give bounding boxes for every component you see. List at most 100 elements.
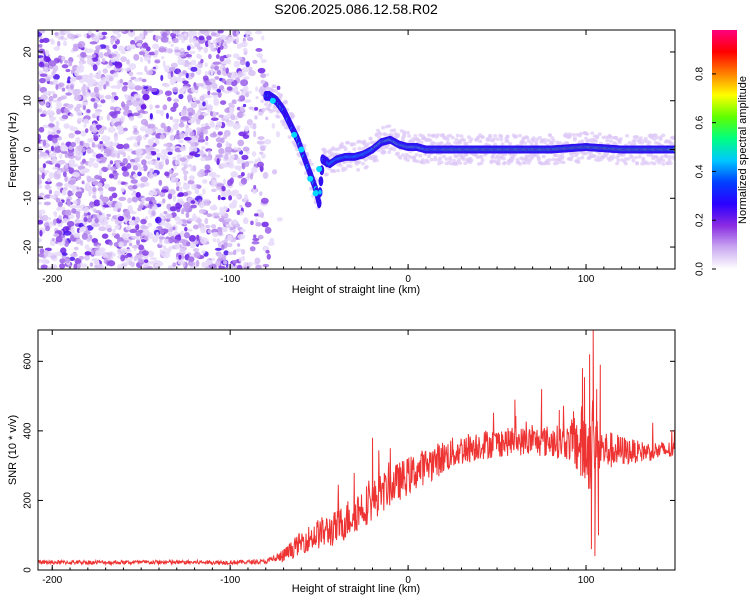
heatmap-cell bbox=[52, 73, 60, 80]
heatmap-cell bbox=[100, 214, 106, 220]
heatmap-cell bbox=[239, 58, 246, 66]
heatmap-cell bbox=[218, 147, 225, 155]
heatmap-cell bbox=[230, 201, 237, 209]
heatmap-cell bbox=[205, 156, 212, 161]
heatmap-cell bbox=[395, 132, 400, 137]
heatmap-cell bbox=[161, 149, 169, 155]
heatmap-cell bbox=[209, 205, 218, 211]
heatmap-cell bbox=[387, 124, 392, 128]
heatmap-cell bbox=[170, 62, 178, 69]
heatmap-cell bbox=[352, 142, 357, 146]
heatmap-cell bbox=[91, 142, 96, 148]
heatmap-cell bbox=[99, 190, 104, 195]
heatmap-cell bbox=[250, 220, 254, 226]
heatmap-cell bbox=[647, 140, 652, 145]
heatmap-cell bbox=[55, 197, 61, 203]
heatmap-cell bbox=[168, 66, 176, 72]
heatmap-cell bbox=[131, 245, 139, 249]
heatmap-cell bbox=[184, 160, 188, 165]
heatmap-cell bbox=[127, 155, 131, 161]
heatmap-cell bbox=[338, 163, 343, 167]
heatmap-cell bbox=[572, 138, 577, 142]
heatmap-cell bbox=[271, 169, 278, 175]
heatmap-cell bbox=[214, 247, 223, 251]
heatmap-cell bbox=[162, 60, 166, 68]
heatmap-cell bbox=[77, 117, 84, 121]
heatmap-cell bbox=[232, 260, 238, 264]
heatmap-cell bbox=[98, 175, 102, 180]
heatmap-cell bbox=[189, 131, 195, 137]
heatmap-cell bbox=[122, 171, 130, 177]
heatmap-cell bbox=[102, 266, 106, 269]
heatmap-cell bbox=[38, 167, 44, 171]
heatmap-cell bbox=[56, 98, 62, 102]
heatmap-cell bbox=[77, 145, 83, 150]
heatmap-cell bbox=[352, 147, 357, 151]
heatmap-cell bbox=[233, 85, 238, 93]
heatmap-cell bbox=[67, 264, 72, 268]
heatmap-cell bbox=[131, 196, 139, 203]
heatmap-cell bbox=[200, 237, 208, 245]
heatmap-cell bbox=[242, 146, 250, 152]
heatmap-cell bbox=[90, 249, 95, 255]
heatmap-cell bbox=[128, 116, 135, 121]
heatmap-cell bbox=[94, 93, 100, 98]
heatmap-cell bbox=[291, 114, 296, 118]
heatmap-cell bbox=[101, 58, 106, 63]
heatmap-cell bbox=[137, 229, 144, 234]
heatmap-cell bbox=[296, 128, 301, 132]
heatmap-cell bbox=[99, 141, 103, 145]
heatmap-cell bbox=[40, 152, 47, 157]
heatmap-cell bbox=[168, 236, 174, 244]
heatmap-cell bbox=[210, 47, 217, 52]
heatmap-cell bbox=[652, 161, 657, 166]
heatmap-cell bbox=[127, 205, 133, 212]
heatmap-cell bbox=[175, 119, 179, 127]
heatmap-cell bbox=[180, 116, 189, 121]
heatmap-cell bbox=[241, 255, 246, 262]
heatmap-cell bbox=[142, 164, 148, 172]
heatmap-cell bbox=[450, 135, 455, 140]
spectrogram-ytick-label: -10 bbox=[23, 191, 34, 206]
heatmap-cell bbox=[383, 132, 388, 137]
heatmap-cell bbox=[537, 135, 542, 140]
heatmap-cell bbox=[120, 101, 126, 108]
heatmap-cell bbox=[428, 138, 433, 143]
heatmap-cell bbox=[169, 78, 176, 86]
heatmap-cell bbox=[87, 83, 94, 88]
heatmap-cell bbox=[407, 134, 412, 138]
heatmap-cell bbox=[211, 188, 217, 193]
heatmap-cell bbox=[72, 188, 76, 194]
heatmap-cell bbox=[480, 135, 485, 139]
heatmap-cell bbox=[227, 251, 234, 256]
heatmap-cell bbox=[149, 104, 153, 111]
heatmap-cell bbox=[178, 218, 182, 225]
heatmap-cell bbox=[555, 161, 560, 165]
spectrogram-xlabel: Height of straight line (km) bbox=[292, 284, 420, 296]
heatmap-cell bbox=[40, 264, 48, 269]
heatmap-cell bbox=[162, 198, 166, 204]
heatmap-cell bbox=[207, 150, 211, 155]
heatmap-cell bbox=[124, 94, 132, 101]
heatmap-cell bbox=[110, 85, 118, 89]
heatmap-cell bbox=[51, 264, 58, 269]
heatmap-cell bbox=[91, 126, 98, 134]
heatmap-cell bbox=[235, 36, 240, 44]
heatmap-cell bbox=[105, 81, 109, 86]
heatmap-cell bbox=[202, 101, 206, 107]
heatmap-cell bbox=[117, 216, 125, 222]
heatmap-cell bbox=[461, 138, 466, 142]
heatmap-cell bbox=[230, 171, 238, 178]
heatmap-cell bbox=[584, 136, 589, 141]
heatmap-cell bbox=[243, 99, 252, 104]
heatmap-cell bbox=[576, 160, 581, 164]
heatmap-cell bbox=[242, 103, 247, 108]
heatmap-cell bbox=[251, 151, 257, 157]
heatmap-cell bbox=[531, 136, 536, 140]
heatmap-cell bbox=[661, 133, 666, 138]
heatmap-cell bbox=[318, 189, 322, 195]
heatmap-cell bbox=[210, 82, 218, 89]
heatmap-cell bbox=[147, 265, 154, 269]
heatmap-cell bbox=[637, 155, 642, 159]
heatmap-cell bbox=[55, 120, 60, 128]
